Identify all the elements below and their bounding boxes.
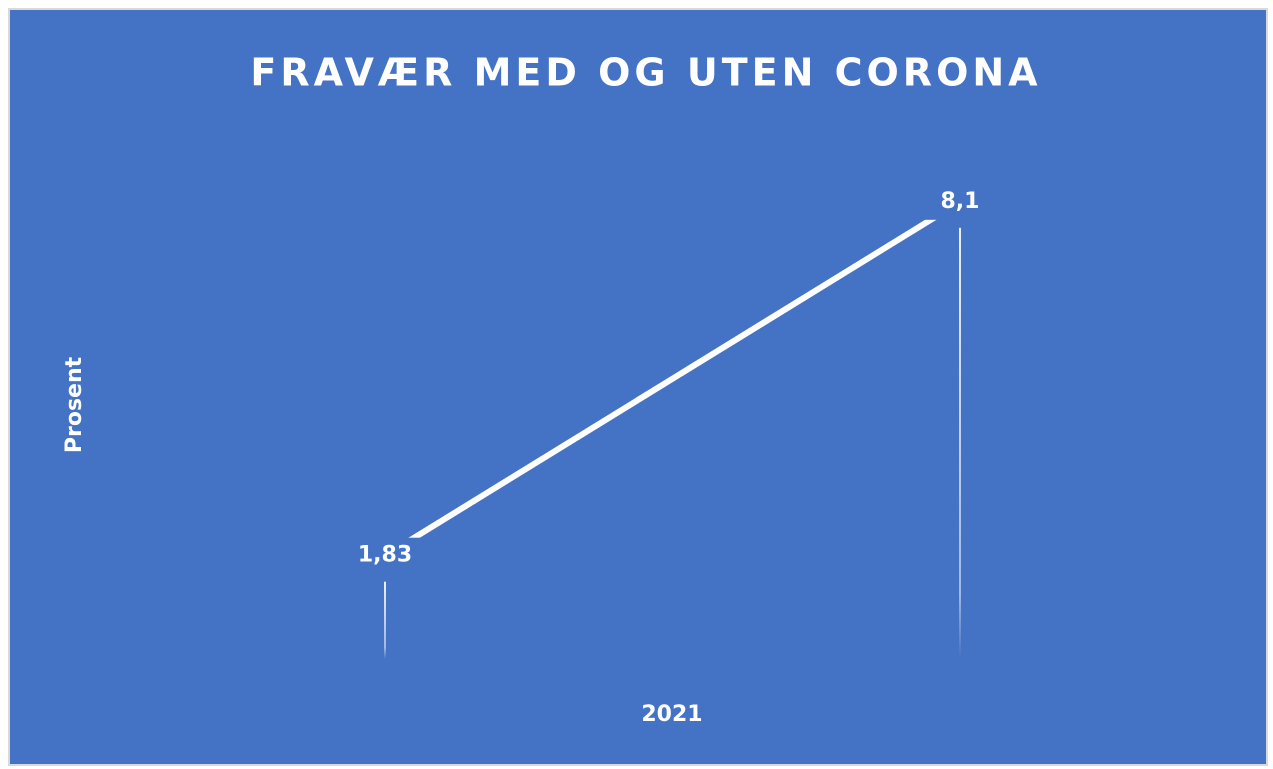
data-label: 8,1 <box>941 189 980 214</box>
label-bg <box>347 537 423 574</box>
y-axis-title: Prosent <box>62 356 87 453</box>
line <box>383 199 962 559</box>
data-label: 1,83 <box>358 543 412 568</box>
label-bg <box>922 183 998 220</box>
chart-area <box>8 8 1268 766</box>
chart-title: FRAVÆR MED OG UTEN CORONA <box>250 51 1041 95</box>
drop-line <box>959 227 961 660</box>
x-axis-title: 2021 <box>641 702 702 727</box>
drop-line <box>384 581 386 659</box>
